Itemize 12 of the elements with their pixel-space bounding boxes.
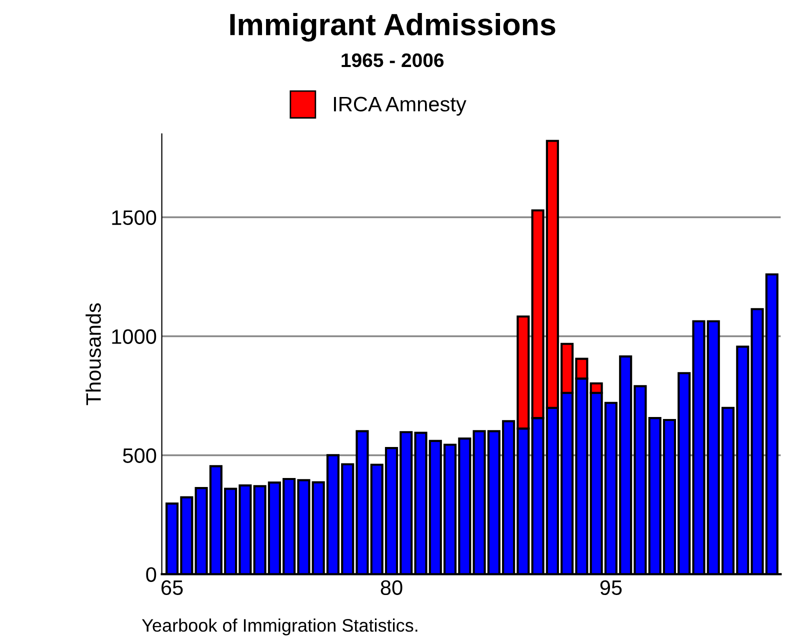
y-tick-label: 0 — [146, 567, 156, 582]
chart-title: Immigrant Admissions — [230, 12, 556, 42]
text: Yearbook of Immigration Statistics. — [142, 618, 418, 636]
y-tick-label: 1500 — [112, 210, 156, 226]
y-tick-label: 500 — [123, 448, 156, 463]
y-tick-label: 1000 — [112, 329, 156, 344]
y-axis-title: Thousands — [86, 303, 101, 406]
chart-subtitle: 1965 - 2006 — [342, 53, 444, 68]
x-tick-label: 95 — [600, 580, 622, 596]
x-tick-label: 65 — [162, 580, 183, 596]
legend-label: IRCA Amnesty — [334, 96, 466, 116]
x-tick-label: 80 — [380, 580, 402, 596]
